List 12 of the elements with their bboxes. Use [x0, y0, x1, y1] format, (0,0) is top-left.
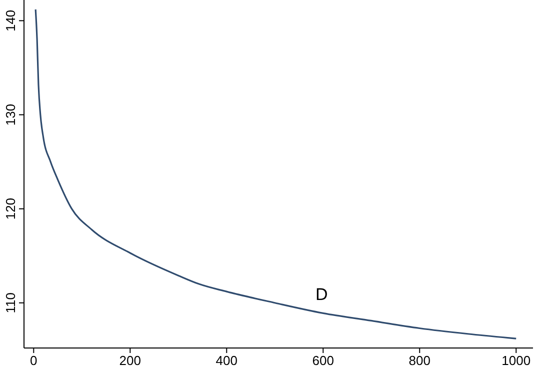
- y-tick-label: 120: [3, 198, 18, 220]
- x-tick-label: 200: [119, 353, 141, 368]
- y-tick-label: 110: [3, 292, 18, 314]
- x-tick-label: 800: [408, 353, 430, 368]
- x-tick-label: 400: [216, 353, 238, 368]
- y-tick-label: 130: [3, 104, 18, 126]
- annotation: D: [315, 284, 328, 304]
- x-tick-label: 600: [312, 353, 334, 368]
- x-tick-label: 0: [30, 353, 38, 368]
- x-tick-label: 1000: [502, 353, 531, 368]
- y-tick-label: 140: [3, 10, 18, 32]
- line-series: [34, 8, 517, 340]
